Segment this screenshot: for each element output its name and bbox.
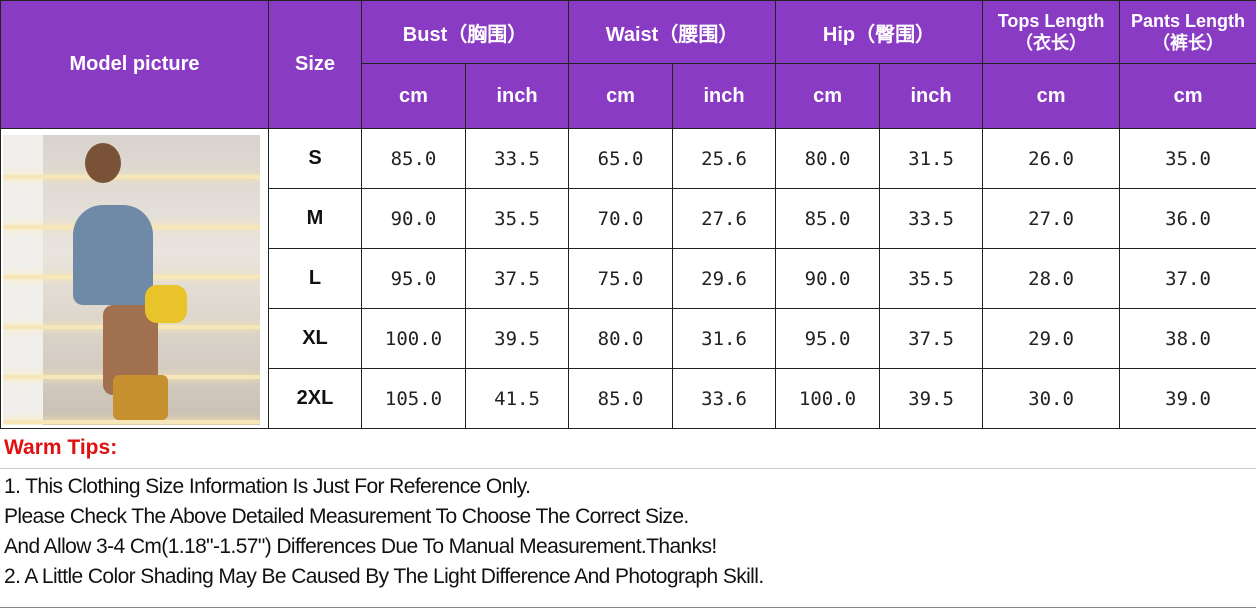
size-cell: S [268,128,362,189]
pants-length-cn: （裤长） [1152,33,1225,53]
measurement-cell: 39.0 [1119,368,1256,429]
measurement-cell: 80.0 [775,128,881,189]
model-image [3,135,260,425]
measurement-cell: 35.0 [1119,128,1256,189]
measurement-cell: 100.0 [775,368,881,429]
measurement-cell: 35.5 [464,188,570,249]
measurement-cell: 27.0 [982,188,1121,249]
tip-line: And Allow 3-4 Cm(1.18"-1.57") Difference… [4,535,717,558]
bust-header: Bust（胸围） [360,0,570,64]
warm-tips-box: 1. This Clothing Size Information Is Jus… [0,468,1256,608]
measurement-cell: 75.0 [568,248,674,309]
tip-line: 2. A Little Color Shading May Be Caused … [4,565,764,588]
unit-header: cm [982,63,1121,129]
size-chart-table: Model picture Size Bust（胸围） Waist（腰围） Hi… [0,0,1256,429]
measurement-cell: 30.0 [982,368,1121,429]
measurement-cell: 85.0 [775,188,881,249]
measurement-cell: 33.6 [672,368,777,429]
size-cell: L [268,248,362,309]
size-cell: 2XL [268,368,362,429]
measurement-cell: 90.0 [361,188,466,249]
table-row: L 95.0 37.5 75.0 29.6 90.0 35.5 28.0 37.0 [1,248,1256,309]
table-row: M 90.0 35.5 70.0 27.6 85.0 33.5 27.0 36.0 [1,188,1256,249]
measurement-cell: 29.6 [672,248,777,309]
size-cell: XL [268,308,362,369]
hip-header: Hip（臀围） [775,0,984,64]
measurement-cell: 105.0 [361,368,466,429]
unit-header: inch [672,63,777,129]
pants-length-label: Pants Length [1131,11,1246,31]
measurement-cell: 37.5 [464,248,570,309]
measurement-cell: 29.0 [982,308,1121,369]
unit-header: cm [1119,63,1256,129]
measurement-cell: 37.0 [1119,248,1256,309]
measurement-cell: 27.6 [672,188,777,249]
measurement-cell: 41.5 [464,368,570,429]
model-picture-header: Model picture [0,0,269,129]
measurement-cell: 31.6 [672,308,777,369]
waist-header: Waist（腰围） [568,0,777,64]
measurement-cell: 95.0 [775,308,881,369]
measurement-cell: 33.5 [464,128,570,189]
measurement-cell: 39.5 [879,368,984,429]
tops-length-label: Tops Length [997,11,1105,31]
tip-line: 1. This Clothing Size Information Is Jus… [4,475,531,498]
size-cell: M [268,188,362,249]
table-row: S 85.0 33.5 65.0 25.6 80.0 31.5 26.0 35.0 [0,128,1256,429]
measurement-cell: 26.0 [982,128,1121,189]
unit-header: cm [361,63,466,129]
model-photo [0,128,269,429]
measurement-cell: 95.0 [361,248,466,309]
measurement-cell: 35.5 [879,248,984,309]
measurement-cell: 85.0 [568,368,674,429]
unit-header: inch [464,63,570,129]
unit-header: inch [879,63,984,129]
size-header: Size [268,0,362,129]
tip-line: Please Check The Above Detailed Measurem… [4,505,689,528]
warm-tips-title: Warm Tips: [4,436,118,459]
measurement-cell: 90.0 [775,248,881,309]
measurement-cell: 33.5 [879,188,984,249]
table-row: 2XL 105.0 41.5 85.0 33.6 100.0 39.5 30.0 39.0 [1,368,1256,429]
unit-header: cm [775,63,881,129]
measurement-cell: 100.0 [361,308,466,369]
measurement-cell: 28.0 [982,248,1121,309]
table-row: XL 100.0 39.5 80.0 31.6 95.0 37.5 29.0 38.0 [1,308,1256,369]
measurement-cell: 80.0 [568,308,674,369]
measurement-cell: 25.6 [672,128,777,189]
tops-length-cn: （衣长） [1015,33,1088,53]
measurement-cell: 39.5 [464,308,570,369]
measurement-cell: 38.0 [1119,308,1256,369]
unit-header: cm [568,63,674,129]
measurement-cell: 70.0 [568,188,674,249]
measurement-cell: 65.0 [568,128,674,189]
pants-length-header: Pants Length （裤长） [1119,0,1256,64]
measurement-cell: 85.0 [361,128,466,189]
measurement-cell: 37.5 [879,308,984,369]
measurement-cell: 36.0 [1119,188,1256,249]
tops-length-header: Tops Length （衣长） [982,0,1121,64]
measurement-cell: 31.5 [879,128,984,189]
